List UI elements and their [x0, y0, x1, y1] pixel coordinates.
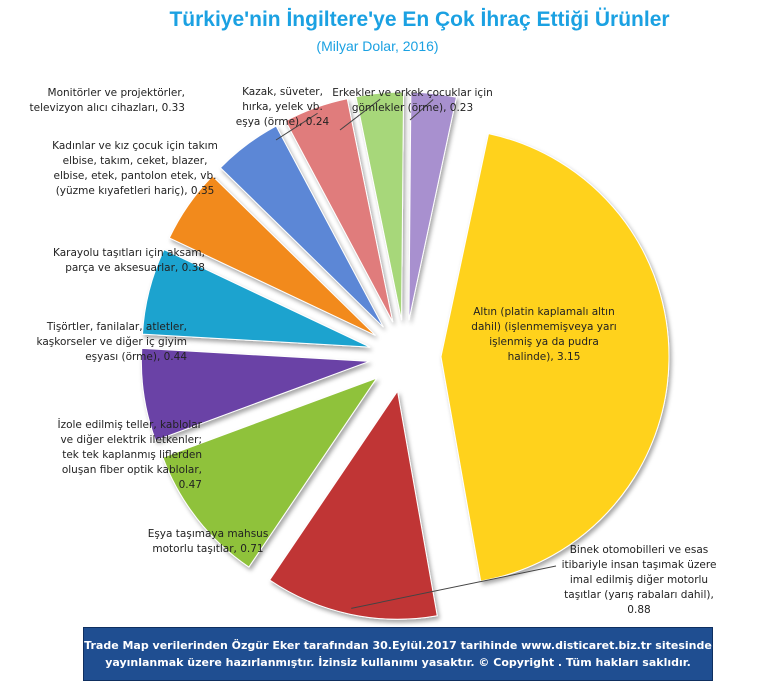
slice-label-gold: Altın (platin kaplamalı altın dahil) (iş…: [471, 306, 617, 363]
pie-slice-gold: [440, 133, 670, 582]
chart-title: Türkiye'nin İngiltere'ye En Çok İhraç Et…: [169, 8, 670, 31]
slice-label-vehicle-parts: Karayolu taşıtları için aksam, parça ve …: [53, 247, 205, 274]
slice-label-monitors: Monitörler ve projektörler, televizyon a…: [29, 87, 185, 114]
copyright-footer: Trade Map verilerinden Özgür Eker tarafı…: [83, 627, 713, 681]
pie-slice-tshirts: [141, 248, 371, 348]
pie-slice-goods-vehicles: [162, 377, 378, 568]
slice-label-cables: İzole edilmiş teller, kablolar ve diğer …: [57, 419, 202, 491]
slice-label-mens-shirts: Erkekler ve erkek çocuklar için gömlekle…: [332, 87, 493, 114]
chart-subtitle: (Milyar Dolar, 2016): [316, 38, 439, 54]
pie-slice-passenger-cars: [268, 389, 438, 620]
pie-slice-vehicle-parts: [168, 175, 376, 336]
slice-label-passenger-cars: Binek otomobilleri ve esas itibariyle in…: [561, 544, 717, 616]
pie-slice-cables: [140, 347, 370, 442]
pie-slice-womens-suits: [219, 125, 384, 328]
copyright-text: Trade Map verilerinden Özgür Eker tarafı…: [84, 639, 712, 669]
slice-label-tshirts: Tişörtler, fanilalar, atletler, kaşkorse…: [36, 321, 187, 363]
leader-line-monitors: [275, 112, 318, 141]
pie-slice-mens-shirts: [408, 91, 458, 321]
slice-label-sweaters: Kazak, süveter, hırka, yelek vb. eşya (ö…: [235, 86, 330, 128]
pie-slice-monitors: [284, 98, 394, 323]
leader-line-passenger-cars: [351, 565, 557, 609]
slice-label-womens-suits: Kadınlar ve kız çocuk için takım elbise,…: [52, 140, 218, 197]
leader-line-mens-shirts: [409, 99, 434, 121]
pie-slice-sweaters: [355, 91, 405, 321]
leader-line-sweaters: [339, 98, 381, 131]
slice-label-goods-vehicles: Eşya taşımaya mahsus motorlu taşıtlar, 0…: [147, 528, 269, 555]
